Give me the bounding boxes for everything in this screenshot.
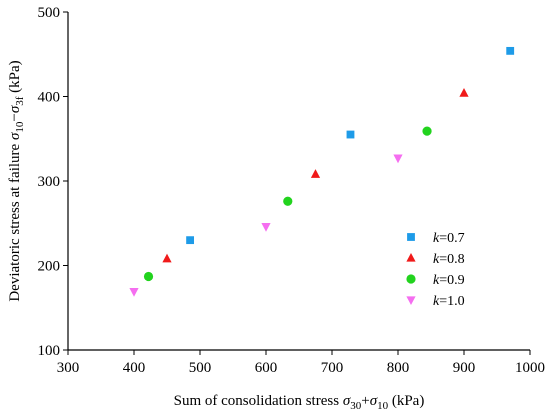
x-tick-label: 400 — [123, 360, 146, 376]
legend-marker — [406, 274, 416, 284]
y-tick-label: 300 — [38, 174, 61, 190]
x-tick-label: 1000 — [515, 360, 545, 376]
y-axis-label: Deviatoric stress at failure σ10−σ3f (kP… — [7, 60, 26, 301]
x-tick-label: 600 — [255, 360, 278, 376]
legend-marker — [407, 233, 415, 241]
x-tick-label: 500 — [189, 360, 212, 376]
data-point — [459, 88, 469, 97]
data-point — [310, 169, 321, 178]
legend-label: k=0.8 — [433, 252, 465, 267]
legend-marker — [406, 296, 416, 306]
legend-label: k=0.7 — [433, 231, 465, 246]
data-point — [506, 46, 515, 55]
x-tick-label: 900 — [453, 360, 476, 376]
legend: k=0.7 k=0.8 k=0.9 k=1.0 — [406, 231, 465, 309]
y-tick-label: 400 — [38, 90, 61, 106]
y-tick-label: 100 — [38, 343, 61, 359]
y-tick-label: 500 — [38, 5, 61, 21]
legend-label: k=0.9 — [433, 273, 465, 288]
data-point — [162, 253, 172, 263]
data-point — [129, 288, 139, 297]
data-points — [129, 46, 515, 297]
data-point — [346, 130, 355, 139]
data-point — [186, 236, 195, 245]
x-axis-label: Sum of consolidation stress σ30+σ10 (kPa… — [174, 393, 425, 412]
x-tick-label: 700 — [321, 360, 344, 376]
data-point — [393, 154, 403, 164]
legend-marker — [406, 252, 416, 262]
data-point — [422, 126, 432, 136]
y-tick-label: 200 — [38, 259, 61, 275]
ticks: 300 400 500 600 700 800 900 1000 100 200 300 400 500 — [38, 5, 546, 376]
x-tick-label: 800 — [387, 360, 410, 376]
data-point — [143, 271, 154, 282]
legend-label: k=1.0 — [433, 294, 465, 309]
x-tick-label: 300 — [57, 360, 80, 376]
data-point — [261, 222, 271, 232]
data-point — [283, 196, 293, 206]
